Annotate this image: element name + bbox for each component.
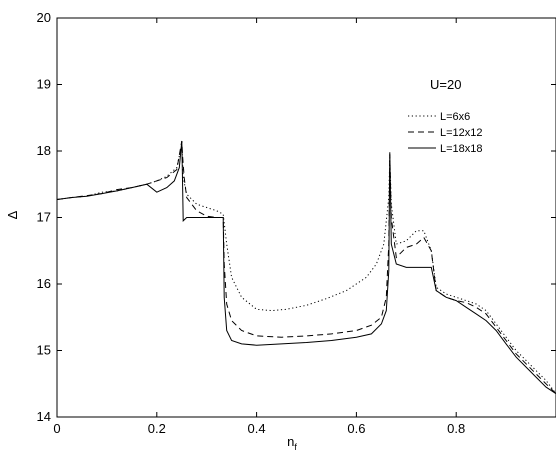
- legend-label: L=12x12: [440, 127, 483, 139]
- y-tick-label: 20: [37, 10, 51, 25]
- y-tick-label: 17: [37, 210, 51, 225]
- axis-ticks: 0 0.2 0.4 0.6 0.8 14 15 16 17 18 19 20: [37, 10, 556, 436]
- legend-label: L=18x18: [440, 143, 483, 155]
- y-tick-label: 18: [37, 143, 51, 158]
- y-tick-label: 14: [37, 409, 51, 424]
- x-tick-label: 0.8: [447, 421, 465, 436]
- legend: L=6x6 L=12x12 L=18x18: [408, 111, 483, 155]
- series-line-dashed: [56, 140, 556, 395]
- y-axis-label: Δ: [5, 210, 20, 219]
- series-line-dotted: [56, 144, 556, 395]
- x-tick-label: 0: [53, 421, 60, 436]
- y-tick-label: 16: [37, 276, 51, 291]
- series-lines: [56, 140, 556, 395]
- x-tick-label: 0.4: [248, 421, 266, 436]
- y-tick-label: 19: [37, 77, 51, 92]
- x-axis-label-sub: f: [294, 442, 297, 452]
- series-line-solid: [56, 140, 556, 395]
- x-tick-label: 0.6: [347, 421, 365, 436]
- x-axis-label-main: n: [287, 434, 294, 449]
- legend-label: L=6x6: [440, 111, 470, 123]
- plot-area: [56, 17, 556, 418]
- annotation-u: U=20: [430, 77, 461, 92]
- y-tick-label: 15: [37, 343, 51, 358]
- x-axis-label: nf: [287, 434, 297, 452]
- x-tick-label: 0.2: [148, 421, 166, 436]
